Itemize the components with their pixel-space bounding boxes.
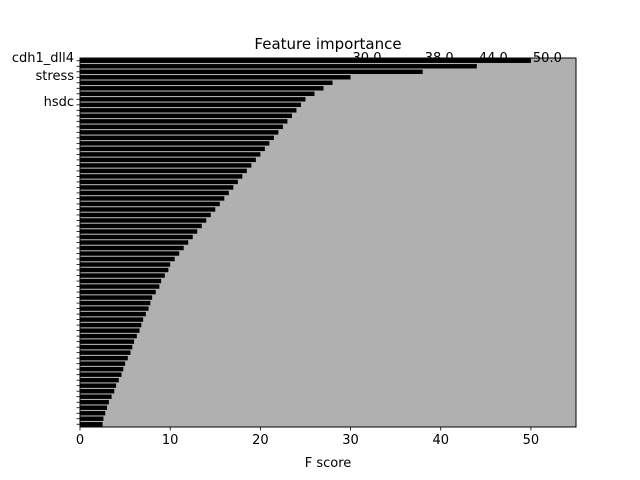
feature-label: cdh1_dll4	[12, 51, 74, 66]
bar	[80, 86, 324, 91]
x-tick-label: 30	[342, 433, 359, 448]
feature-label: hsdc	[44, 95, 74, 110]
bar	[80, 251, 180, 256]
bar	[80, 102, 301, 108]
bar	[80, 135, 274, 141]
bar	[80, 400, 109, 405]
bar	[80, 185, 234, 190]
bar	[80, 300, 151, 306]
bar	[80, 405, 108, 410]
x-tick-label: 0	[76, 433, 84, 448]
bar	[80, 240, 189, 245]
bar	[80, 119, 288, 124]
x-tick-label: 10	[162, 433, 179, 448]
feature-label: stress	[36, 69, 75, 84]
bar	[80, 339, 135, 344]
bar	[80, 130, 279, 135]
bar	[80, 152, 261, 157]
bar	[80, 229, 198, 234]
bar	[80, 80, 333, 85]
bar	[80, 207, 216, 212]
bar	[80, 108, 297, 113]
bar	[80, 416, 104, 421]
bar	[80, 267, 169, 273]
bar	[80, 377, 119, 383]
x-tick-label: 40	[432, 433, 449, 448]
bar	[80, 190, 229, 196]
bar	[80, 317, 144, 322]
bar	[80, 372, 122, 377]
bar	[80, 422, 103, 427]
bar	[80, 179, 238, 185]
bar	[80, 278, 162, 284]
bars-group	[80, 58, 531, 427]
bar	[80, 256, 175, 262]
bar	[80, 306, 149, 311]
bar	[80, 196, 225, 201]
x-tick-label: 50	[523, 433, 540, 448]
chart-title: Feature importance	[254, 35, 401, 53]
x-tick-label: 20	[252, 433, 269, 448]
bar	[80, 344, 133, 350]
bar	[80, 284, 160, 289]
bar	[80, 355, 128, 361]
bar	[80, 58, 531, 63]
bar	[80, 273, 165, 278]
bar	[80, 383, 117, 388]
bar	[80, 124, 283, 130]
bar	[80, 163, 252, 168]
bar	[80, 322, 142, 328]
bar	[80, 328, 140, 333]
bar	[80, 64, 477, 69]
bar	[80, 91, 315, 97]
x-axis-label: F score	[305, 456, 352, 471]
bar	[80, 295, 153, 300]
plot-frame	[79, 57, 577, 428]
bar	[80, 262, 171, 267]
bar	[80, 168, 247, 174]
bar	[80, 69, 423, 74]
bar	[80, 201, 220, 207]
bar	[80, 141, 270, 146]
bar	[80, 75, 351, 80]
bar	[80, 234, 193, 240]
bar	[80, 97, 306, 102]
bar	[80, 411, 106, 416]
bar	[80, 146, 265, 152]
bar	[80, 311, 146, 317]
bar	[80, 223, 202, 229]
bar	[80, 245, 184, 251]
bar	[80, 366, 124, 372]
bar	[80, 361, 126, 366]
bar	[80, 157, 256, 163]
bar	[80, 174, 243, 179]
bar	[80, 212, 211, 218]
bar	[80, 388, 115, 394]
bar	[80, 289, 156, 295]
bar	[80, 394, 112, 399]
x-axis: 0 10 20 30 40 50	[76, 427, 539, 448]
bar	[80, 113, 292, 119]
bar	[80, 333, 137, 339]
bar	[80, 350, 131, 355]
bar	[80, 218, 207, 223]
